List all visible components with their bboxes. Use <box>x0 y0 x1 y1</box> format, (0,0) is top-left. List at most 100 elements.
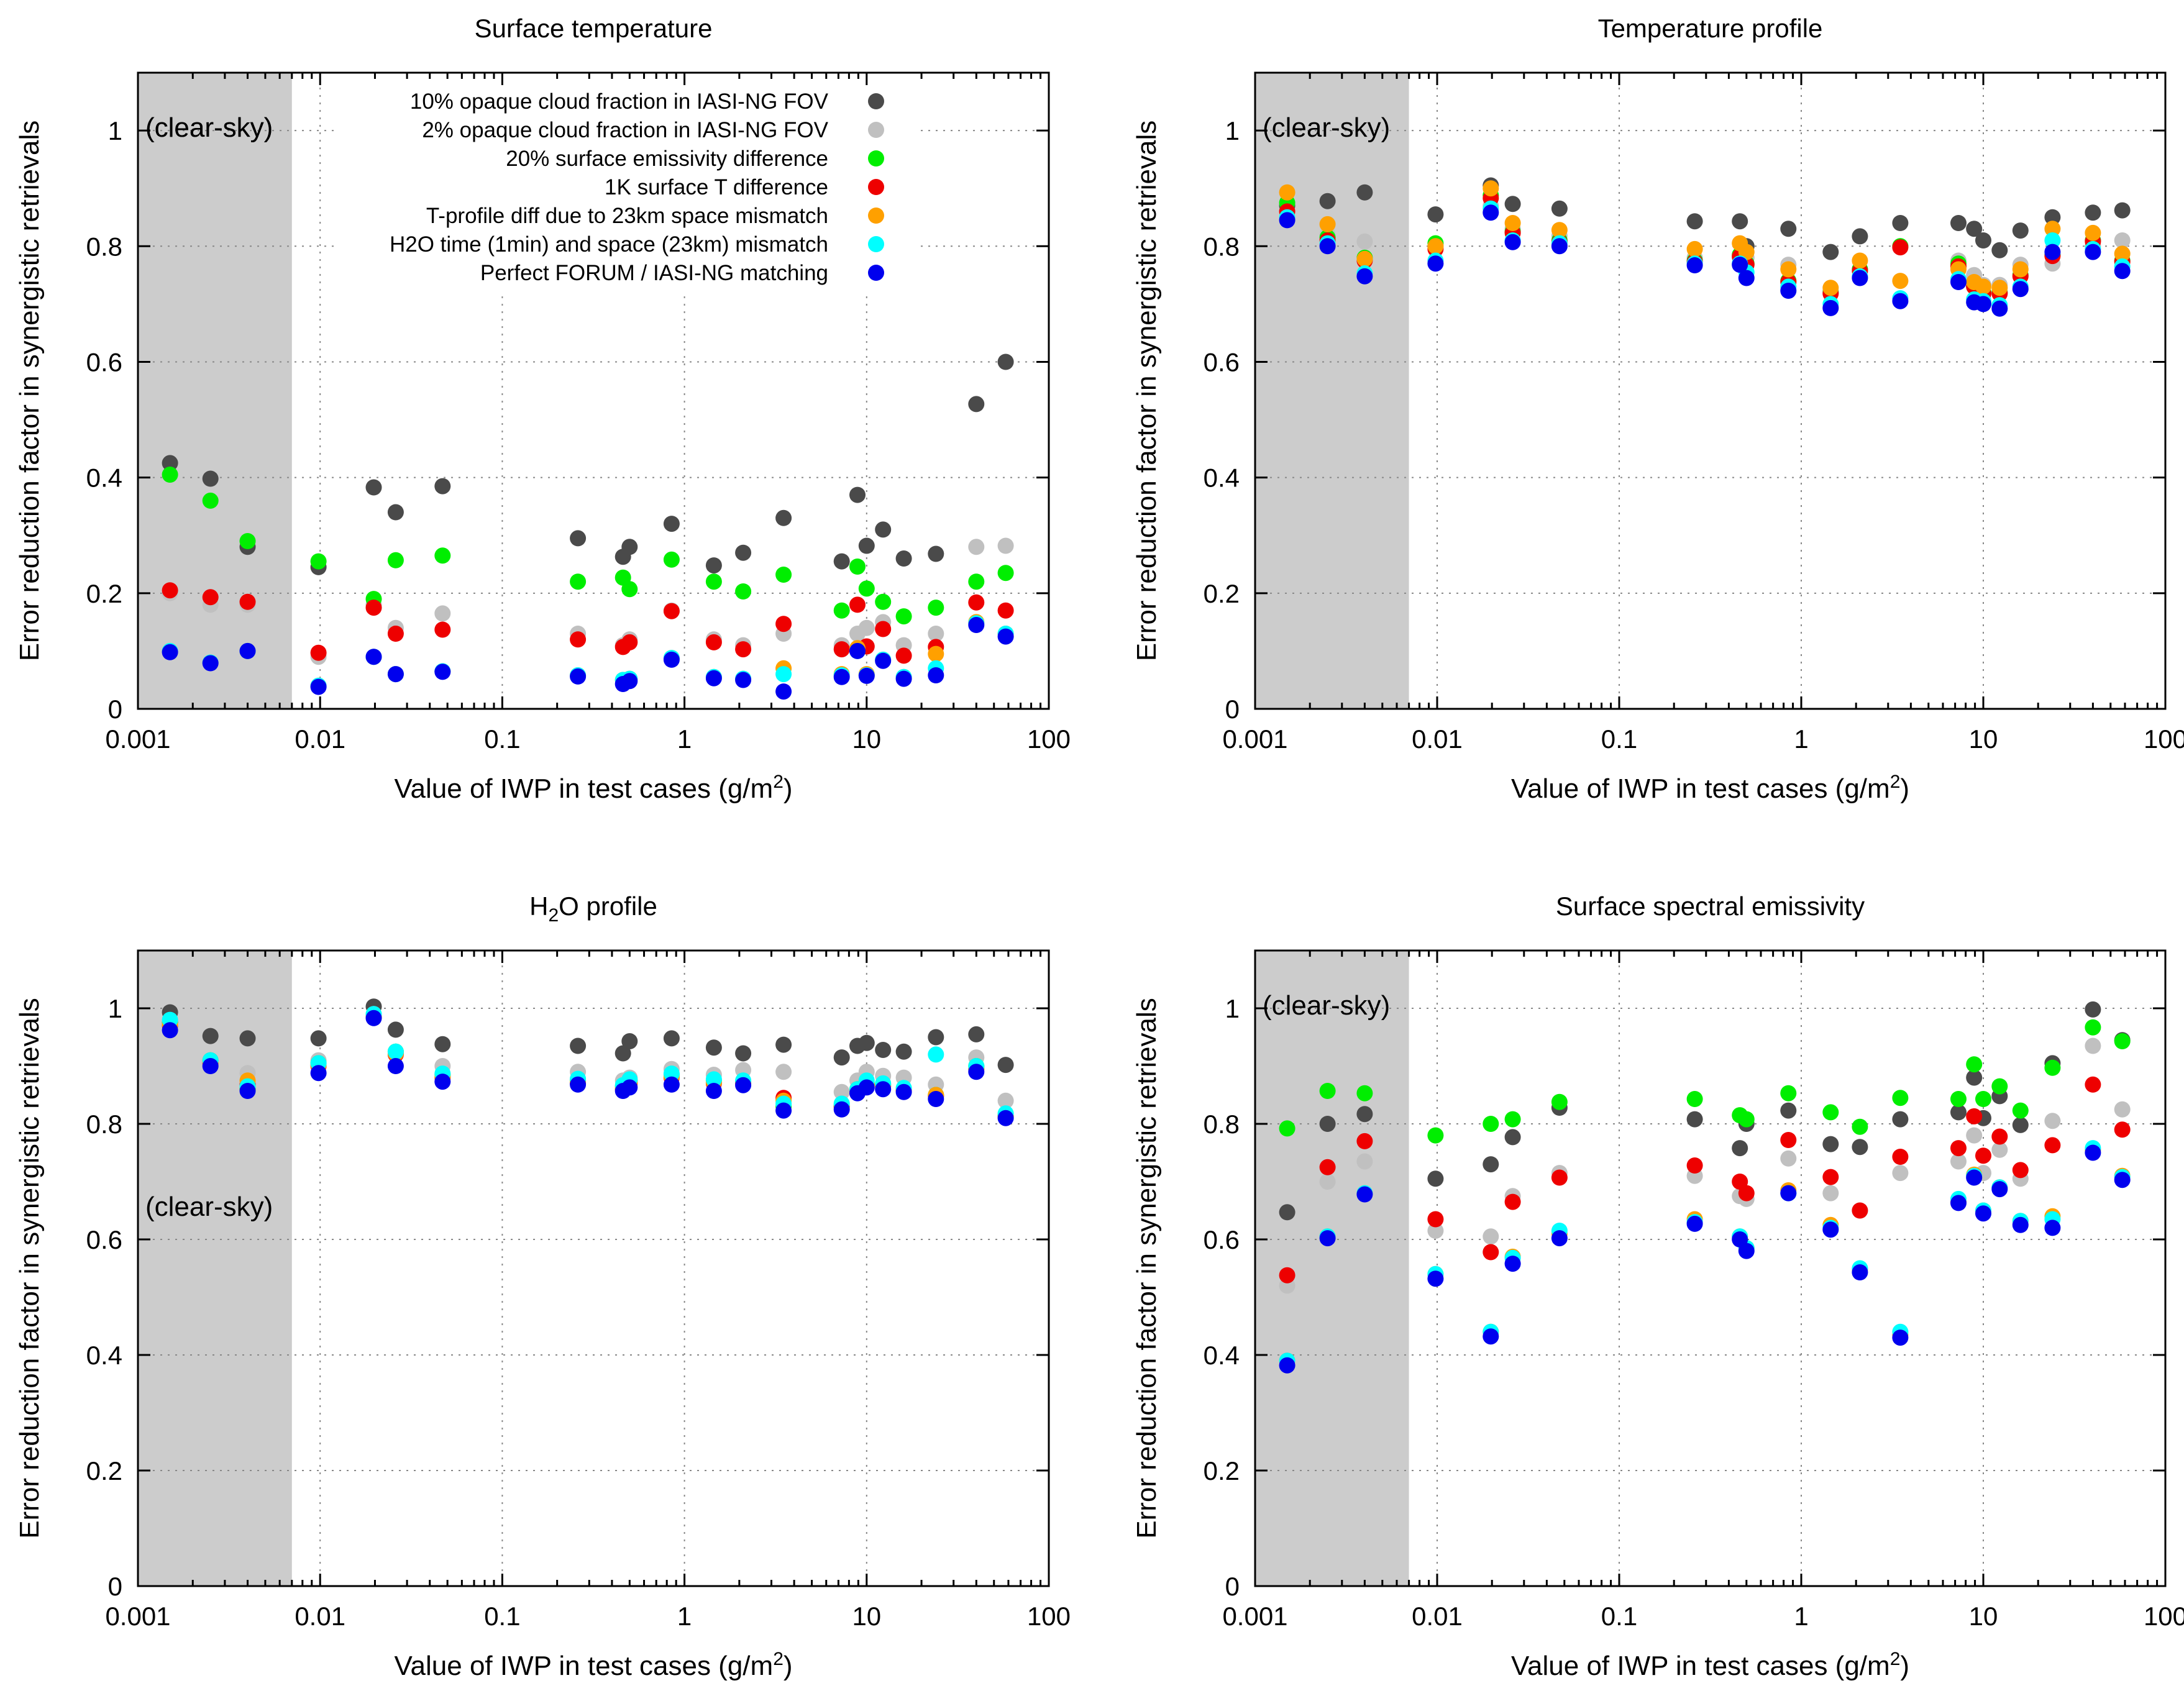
legend-label: 20% surface emissivity difference <box>506 147 828 171</box>
y-axis-label: Error reduction factor in synergistic re… <box>1131 998 1162 1539</box>
x-tick-label: 0.1 <box>1601 724 1637 754</box>
data-point <box>1504 215 1521 231</box>
data-point <box>310 553 327 570</box>
data-point <box>705 1071 722 1088</box>
data-point <box>1319 1159 1336 1175</box>
y-tick-label: 0 <box>108 1572 122 1601</box>
data-point <box>1319 1083 1336 1099</box>
data-point <box>663 1076 680 1093</box>
data-point <box>1504 1193 1521 1210</box>
x-tick-label: 0.01 <box>295 724 345 754</box>
y-tick-label: 0.6 <box>1204 347 1240 376</box>
data-point <box>310 644 327 661</box>
data-point <box>1966 1127 1983 1144</box>
data-point <box>2044 1220 2061 1236</box>
data-point <box>239 642 256 659</box>
y-tick-label: 0.6 <box>1204 1225 1240 1254</box>
y-tick-label: 1 <box>108 116 122 145</box>
data-point <box>387 504 404 521</box>
data-point <box>2085 224 2101 241</box>
data-point <box>1686 1157 1703 1174</box>
data-point <box>1991 242 2008 258</box>
data-point <box>833 553 850 570</box>
data-point <box>928 545 944 562</box>
data-point <box>858 537 875 554</box>
data-point <box>621 1079 638 1096</box>
data-point <box>997 1110 1014 1126</box>
data-point <box>1966 221 1983 237</box>
data-point <box>1551 222 1568 239</box>
data-point <box>2044 1137 2061 1154</box>
x-tick-label: 0.001 <box>105 1602 170 1631</box>
data-point <box>1504 1111 1521 1128</box>
y-axis-label: Error reduction factor in synergistic re… <box>14 998 45 1539</box>
data-point <box>1551 238 1568 255</box>
data-point <box>1892 1149 1909 1165</box>
data-point <box>735 672 752 688</box>
data-point <box>1780 283 1797 299</box>
data-point <box>202 470 219 487</box>
legend-label: 10% opaque cloud fraction in IASI-NG FOV <box>410 89 829 114</box>
data-point <box>1822 299 1839 316</box>
clear-sky-label: (clear-sky) <box>145 1192 273 1222</box>
data-point <box>968 539 985 555</box>
data-point <box>1780 1185 1797 1202</box>
data-point <box>1975 1147 1991 1164</box>
data-point <box>2114 232 2131 249</box>
data-point <box>2012 1102 2029 1119</box>
data-point <box>1551 1093 1568 1110</box>
data-point <box>1319 193 1336 209</box>
x-tick-label: 1 <box>1794 1602 1808 1631</box>
data-point <box>1975 1091 1991 1107</box>
data-point <box>434 664 451 680</box>
y-tick-label: 1 <box>1225 116 1240 145</box>
x-tick-label: 0.1 <box>1601 1602 1637 1631</box>
data-point <box>663 551 680 568</box>
chart-panel-4: (clear-sky) 0.001 0.01 0.1 1 10 100 0 0.2 0.4 0.6 0… <box>1131 892 2184 1681</box>
data-point <box>1738 270 1755 286</box>
legend-marker <box>868 122 884 138</box>
y-tick-label: 0.2 <box>1204 1456 1240 1485</box>
data-point <box>1319 1116 1336 1132</box>
data-point <box>2114 1033 2131 1049</box>
data-point <box>1483 1228 1499 1245</box>
data-point <box>735 641 752 658</box>
data-point <box>663 651 680 668</box>
data-point <box>775 567 792 583</box>
legend-marker <box>868 236 884 252</box>
data-point <box>1892 1111 1909 1128</box>
data-point <box>858 1079 875 1096</box>
data-point <box>858 667 875 684</box>
data-point <box>1427 238 1444 255</box>
data-point <box>2114 245 2131 262</box>
data-point <box>1504 234 1521 250</box>
data-point <box>968 594 985 611</box>
data-point <box>833 602 850 619</box>
data-point <box>663 516 680 532</box>
data-point <box>928 667 944 683</box>
clear-sky-label: (clear-sky) <box>145 112 273 143</box>
data-point <box>775 616 792 632</box>
data-point <box>387 666 404 683</box>
data-point <box>1738 1111 1755 1128</box>
data-point <box>895 550 912 567</box>
data-point <box>1504 1129 1521 1146</box>
data-point <box>1975 232 1991 249</box>
data-point <box>1427 255 1444 272</box>
data-point <box>1852 1118 1868 1135</box>
data-point <box>1427 206 1444 223</box>
x-tick-label: 0.01 <box>1412 1602 1463 1631</box>
data-point <box>997 628 1014 645</box>
y-axis-label: Error reduction factor in synergistic re… <box>1131 121 1162 662</box>
x-tick-label: 0.001 <box>1222 724 1287 754</box>
data-point <box>2012 222 2029 239</box>
data-point <box>1991 1181 2008 1198</box>
chart-title: Surface spectral emissivity <box>1556 892 1865 921</box>
data-point <box>997 1092 1014 1109</box>
data-point <box>2085 1001 2101 1018</box>
data-point <box>1892 1090 1909 1106</box>
data-point <box>615 1045 631 1062</box>
data-point <box>858 619 875 636</box>
data-point <box>735 1045 752 1062</box>
data-point <box>928 1029 944 1046</box>
